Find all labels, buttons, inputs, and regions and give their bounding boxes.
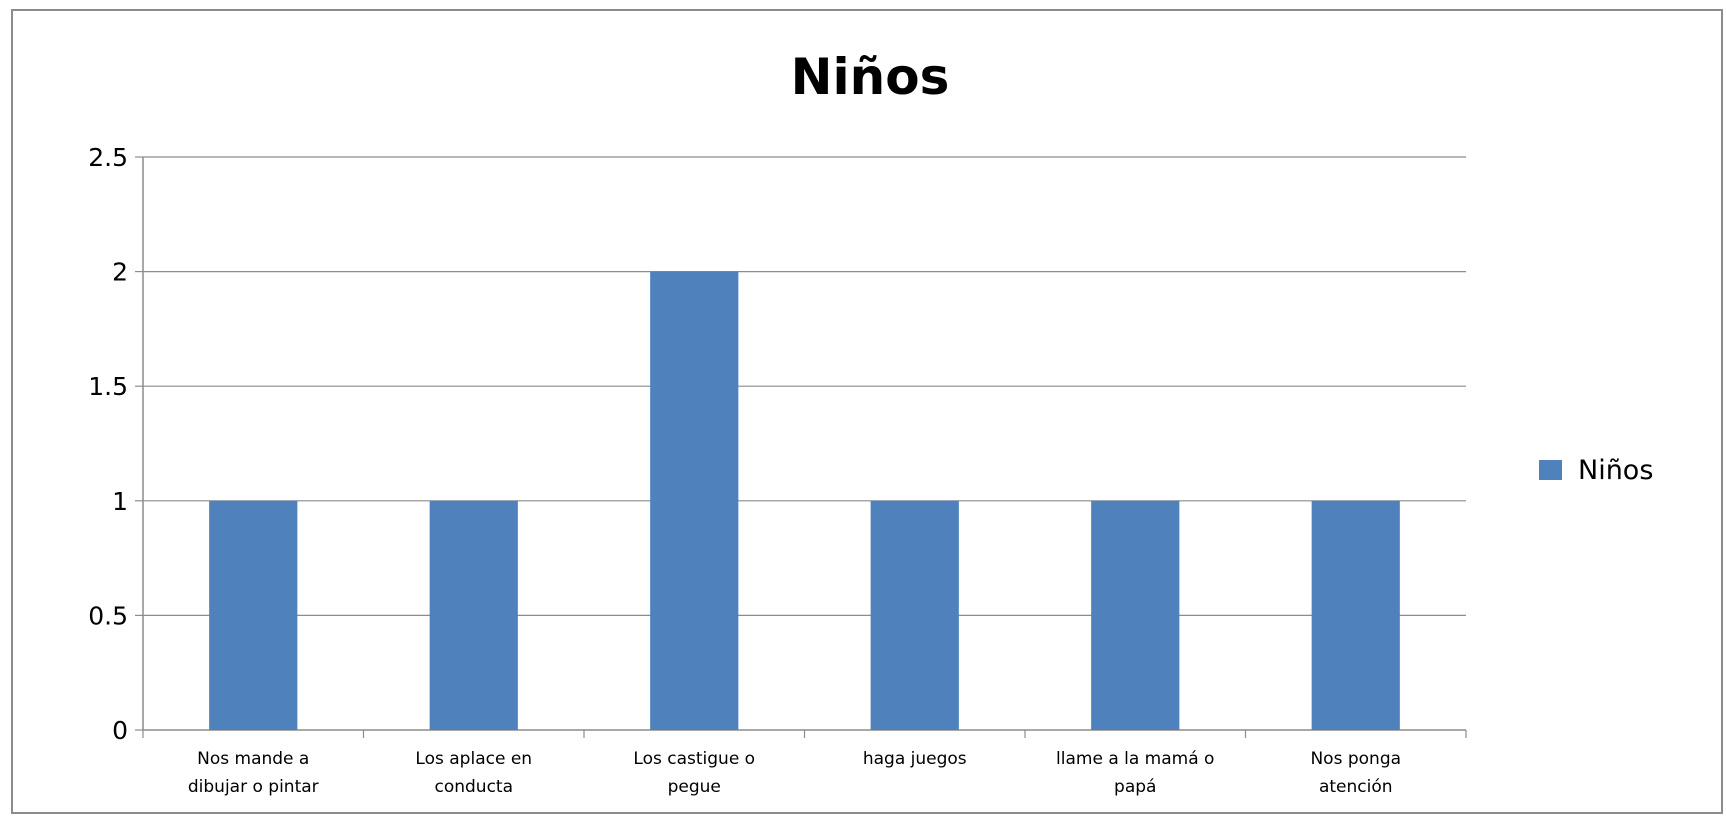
bar (870, 500, 959, 730)
axes (135, 156, 1467, 738)
x-category-label: Nos ponga atención (1310, 749, 1401, 797)
x-category-label-line: haga juegos (863, 749, 967, 769)
x-category-label-line: llame a la mamá o (1056, 749, 1214, 769)
x-category-label-line: pegue (668, 777, 721, 797)
bar (209, 500, 298, 730)
y-tick-label: 2 (112, 258, 128, 287)
x-category-label: Los aplace en conducta (415, 749, 532, 797)
x-category-label-line: Los castigue o (633, 749, 755, 769)
x-category-labels: Nos mande a dibujar o pintar Los aplace en… (188, 749, 1401, 797)
bar (429, 500, 518, 730)
bars (209, 271, 1400, 730)
legend: Niños (1539, 455, 1653, 486)
x-category-label: haga juegos (863, 749, 967, 769)
y-tick-label: 0.5 (88, 601, 128, 630)
x-category-label-line: papá (1114, 777, 1156, 797)
legend-swatch (1539, 460, 1562, 480)
bar (1311, 500, 1400, 730)
x-category-label-line: conducta (434, 777, 513, 797)
x-category-label: Nos mande a dibujar o pintar (188, 749, 319, 797)
x-category-label-line: atención (1319, 777, 1393, 797)
y-tick-label: 2.5 (88, 143, 128, 172)
y-tick-label: 0 (112, 716, 128, 745)
x-category-label: Los castigue o pegue (633, 749, 755, 797)
x-category-label-line: Nos ponga (1310, 749, 1401, 769)
x-category-label-line: Los aplace en (415, 749, 532, 769)
chart-title: Niños (791, 48, 950, 106)
x-category-label: llame a la mamá o papá (1056, 749, 1214, 797)
gridlines (143, 156, 1466, 617)
x-category-label-line: Nos mande a (197, 749, 309, 769)
x-category-label-line: dibujar o pintar (188, 777, 319, 797)
legend-label: Niños (1578, 455, 1653, 486)
y-tick-label: 1.5 (88, 372, 128, 401)
y-tick-label: 1 (112, 487, 128, 516)
bar (1091, 500, 1180, 730)
y-tick-labels: 0 0.5 1 1.5 2 2.5 (88, 143, 128, 745)
bar (650, 271, 739, 730)
